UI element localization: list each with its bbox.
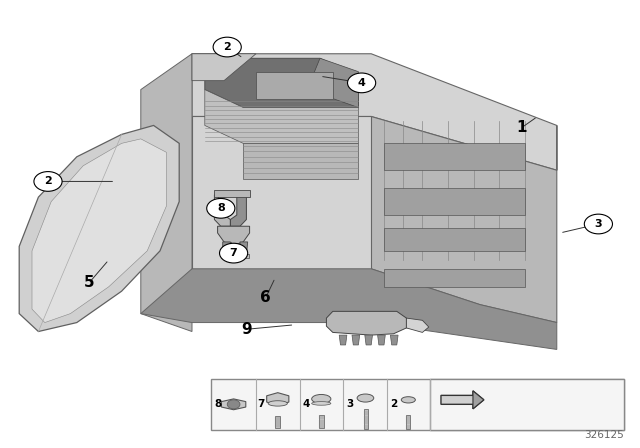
Text: 4: 4 [358, 78, 365, 88]
Circle shape [348, 73, 376, 93]
Text: 2: 2 [390, 399, 398, 409]
Polygon shape [378, 335, 385, 345]
Polygon shape [192, 54, 557, 170]
Text: 3: 3 [346, 399, 354, 409]
Polygon shape [239, 254, 249, 258]
Text: 5: 5 [84, 275, 95, 290]
Bar [384, 228, 525, 251]
Bar [384, 269, 525, 287]
Bar [275, 416, 280, 428]
Ellipse shape [357, 394, 374, 402]
Polygon shape [240, 242, 248, 258]
Text: 2: 2 [223, 42, 231, 52]
Polygon shape [365, 335, 372, 345]
Text: 3: 3 [595, 219, 602, 229]
Polygon shape [192, 54, 256, 81]
Circle shape [207, 198, 235, 218]
Polygon shape [205, 58, 358, 108]
Polygon shape [214, 190, 250, 197]
Text: 8: 8 [217, 203, 225, 213]
Polygon shape [473, 391, 484, 409]
Text: 326125: 326125 [584, 430, 624, 440]
Polygon shape [256, 72, 333, 99]
Polygon shape [218, 226, 250, 244]
Polygon shape [141, 269, 557, 349]
Text: 9: 9 [241, 322, 252, 337]
Polygon shape [326, 311, 406, 335]
Polygon shape [221, 399, 246, 410]
Polygon shape [19, 125, 179, 332]
Ellipse shape [312, 401, 331, 405]
Polygon shape [243, 143, 358, 179]
Polygon shape [441, 391, 484, 409]
Polygon shape [371, 116, 557, 323]
Text: 1: 1 [516, 120, 527, 135]
Bar [406, 415, 410, 429]
Polygon shape [32, 139, 166, 323]
Polygon shape [390, 335, 398, 345]
Polygon shape [267, 392, 289, 405]
Bar [364, 409, 368, 429]
Circle shape [220, 243, 248, 263]
Circle shape [213, 37, 241, 57]
Bar [384, 188, 525, 215]
Text: 7: 7 [230, 248, 237, 258]
Polygon shape [307, 58, 358, 108]
Bar [384, 143, 525, 170]
Polygon shape [230, 195, 246, 226]
Text: 4: 4 [302, 399, 310, 409]
Ellipse shape [312, 395, 331, 403]
Bar [319, 415, 324, 428]
Ellipse shape [268, 401, 287, 406]
Polygon shape [192, 116, 371, 269]
Text: 8: 8 [214, 399, 222, 409]
Polygon shape [141, 54, 192, 332]
Polygon shape [205, 90, 358, 143]
Polygon shape [406, 318, 429, 332]
Polygon shape [223, 242, 230, 258]
Polygon shape [339, 335, 347, 345]
Polygon shape [221, 254, 232, 258]
Ellipse shape [401, 397, 415, 403]
Circle shape [584, 214, 612, 234]
Circle shape [34, 172, 62, 191]
Text: 2: 2 [44, 177, 52, 186]
Polygon shape [214, 195, 230, 226]
Bar [211, 379, 624, 430]
Bar [430, 379, 624, 430]
Text: 7: 7 [257, 399, 265, 409]
Circle shape [227, 400, 240, 409]
Polygon shape [352, 335, 360, 345]
Text: 6: 6 [260, 290, 271, 306]
